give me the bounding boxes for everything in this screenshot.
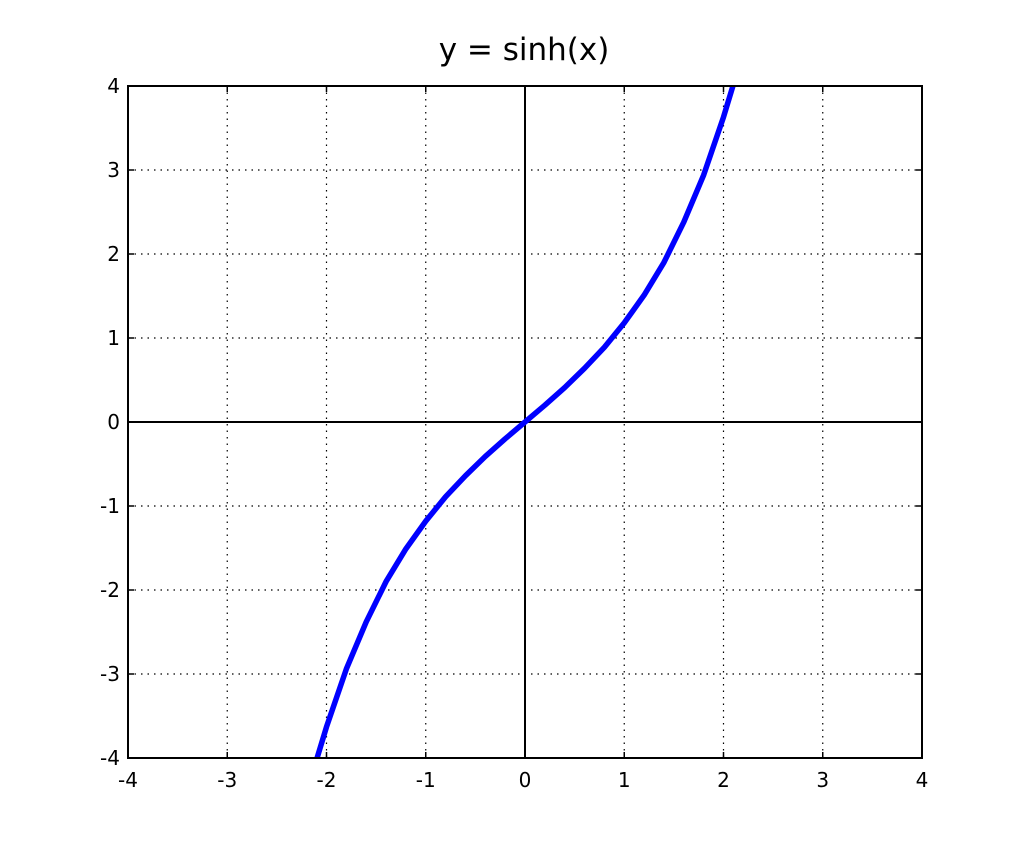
- series-layer: [314, 86, 736, 758]
- x-tick-label: 1: [618, 768, 631, 792]
- x-tick-label: -1: [416, 768, 436, 792]
- y-tick-labels: -4 -3 -2 -1 0 1 2 3 4: [100, 74, 120, 770]
- x-tick-label: -4: [118, 768, 138, 792]
- x-tick-label: 4: [916, 768, 929, 792]
- chart-title: y = sinh(x): [438, 32, 610, 68]
- x-tick-labels: -4 -3 -2 -1 0 1 2 3 4: [118, 768, 928, 792]
- y-tick-label: 2: [107, 242, 120, 266]
- x-tick-label: 3: [816, 768, 829, 792]
- y-tick-label: 3: [107, 158, 120, 182]
- y-tick-label: -2: [100, 578, 120, 602]
- y-tick-label: -4: [100, 746, 120, 770]
- y-tick-label: 0: [107, 410, 120, 434]
- x-tick-label: 0: [519, 768, 532, 792]
- y-tick-label: 1: [107, 326, 120, 350]
- tick-marks: [127, 85, 923, 759]
- x-tick-label: -2: [317, 768, 337, 792]
- y-tick-label: -3: [100, 662, 120, 686]
- series-line-sinh: [314, 86, 736, 758]
- y-tick-label: -1: [100, 494, 120, 518]
- y-tick-label: 4: [107, 74, 120, 98]
- x-tick-label: -3: [217, 768, 237, 792]
- x-tick-label: 2: [717, 768, 730, 792]
